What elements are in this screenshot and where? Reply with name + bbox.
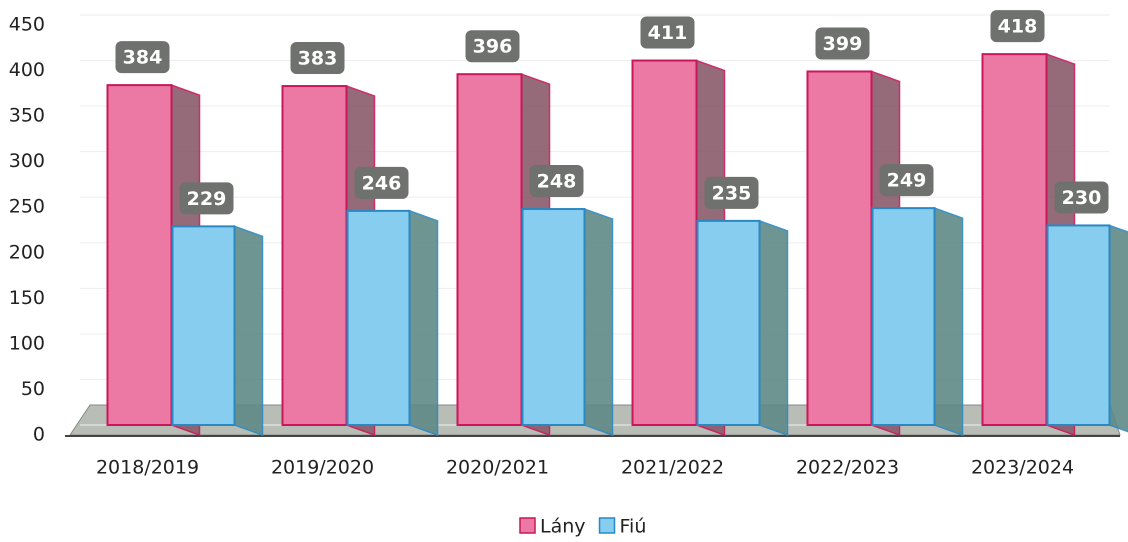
y-tick-label: 100 xyxy=(9,332,45,354)
x-tick-label: 2023/2024 xyxy=(971,457,1074,479)
x-tick-label: 2019/2020 xyxy=(271,457,374,479)
value-label: 411 xyxy=(648,22,688,44)
x-tick-label: 2018/2019 xyxy=(96,457,199,479)
value-label: 249 xyxy=(887,170,927,192)
value-label: 383 xyxy=(298,48,338,70)
legend-label: Lány xyxy=(540,516,586,538)
x-tick-label: 2022/2023 xyxy=(796,457,899,479)
bar-side xyxy=(760,221,788,435)
value-label: 246 xyxy=(362,172,402,194)
bar-side xyxy=(410,211,438,435)
bar xyxy=(458,74,522,425)
bar xyxy=(983,54,1047,425)
bar xyxy=(348,211,410,425)
y-tick-label: 200 xyxy=(9,241,45,263)
value-label: 229 xyxy=(187,188,227,210)
bar-side xyxy=(935,208,963,435)
value-label: 230 xyxy=(1062,187,1102,209)
value-label: 399 xyxy=(823,33,863,55)
bar xyxy=(1048,225,1110,425)
bar-side xyxy=(1110,225,1128,435)
value-label: 418 xyxy=(998,16,1038,38)
x-tick-label: 2020/2021 xyxy=(446,457,549,479)
value-label: 248 xyxy=(537,171,577,193)
value-label: 396 xyxy=(473,36,513,58)
bar xyxy=(633,61,697,425)
bar xyxy=(283,86,347,425)
legend-label: Fiú xyxy=(620,516,647,538)
bar-side xyxy=(235,226,263,435)
y-tick-label: 350 xyxy=(9,105,45,127)
y-tick-label: 50 xyxy=(21,378,45,400)
bar-side xyxy=(585,209,613,435)
bar xyxy=(808,71,872,425)
y-tick-label: 300 xyxy=(9,150,45,172)
y-tick-label: 250 xyxy=(9,196,45,218)
y-tick-label: 450 xyxy=(9,14,45,36)
bar xyxy=(523,209,585,425)
legend-swatch xyxy=(600,518,615,533)
value-label: 384 xyxy=(123,47,163,69)
value-label: 235 xyxy=(712,182,752,204)
bar xyxy=(173,226,235,425)
bar xyxy=(873,208,935,425)
y-tick-label: 0 xyxy=(33,424,45,446)
y-tick-label: 150 xyxy=(9,287,45,309)
x-tick-label: 2021/2022 xyxy=(621,457,724,479)
y-tick-label: 400 xyxy=(9,59,45,81)
bar xyxy=(108,85,172,425)
legend-swatch xyxy=(520,518,535,533)
bar xyxy=(698,221,760,425)
